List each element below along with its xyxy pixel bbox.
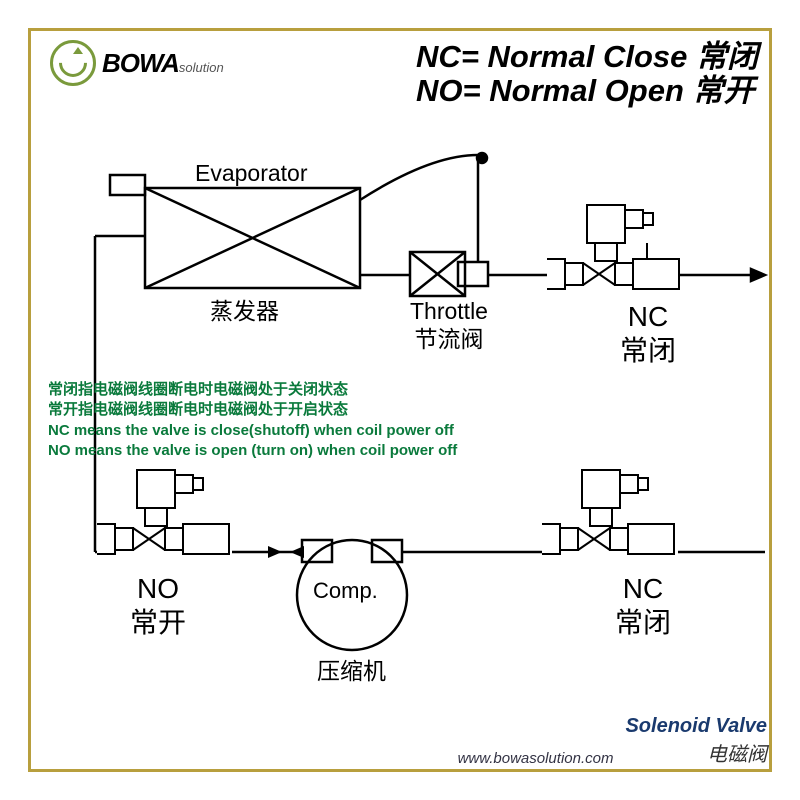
compressor-label-en: Comp. [313,578,378,604]
throttle-label: Throttle节流阀 [410,298,488,353]
evaporator-label-cn: 蒸发器 [210,298,279,326]
nc-top-label: NC常闭 [620,300,676,367]
product-cn: 电磁阀 [625,738,767,767]
nc-bottom-label: NC常闭 [615,572,671,639]
explain-en1: NC means the valve is close(shutoff) whe… [48,421,457,441]
evaporator-label-en: Evaporator [195,160,308,188]
product-en: Solenoid Valve [625,715,767,738]
footer: www.bowasolution.com Solenoid Valve 电磁阀 [458,715,767,767]
explain-cn1: 常闭指电磁阀线圈断电时电磁阀处于关闭状态 [48,380,457,400]
product-name: Solenoid Valve 电磁阀 [625,715,767,767]
no-label: NO常开 [130,572,186,639]
explanation-text: 常闭指电磁阀线圈断电时电磁阀处于关闭状态 常开指电磁阀线圈断电时电磁阀处于开启状… [48,380,457,461]
explain-en2: NO means the valve is open (turn on) whe… [48,441,457,461]
compressor-label-cn: 压缩机 [317,658,386,686]
website-url: www.bowasolution.com [458,750,614,767]
explain-cn2: 常开指电磁阀线圈断电时电磁阀处于开启状态 [48,400,457,420]
